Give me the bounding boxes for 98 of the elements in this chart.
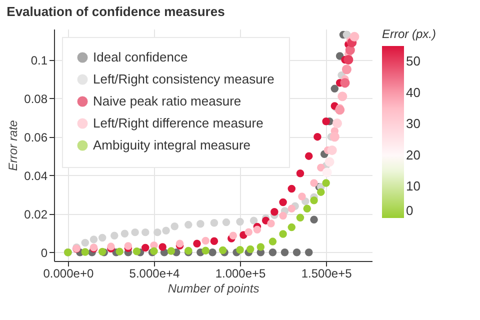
point (317, 164, 325, 172)
point (296, 170, 304, 178)
point (110, 232, 118, 240)
color-bar-label: 50 (406, 54, 420, 69)
y-axis-title: Error rate (6, 120, 20, 171)
color-bar-label: 20 (406, 147, 420, 162)
point (210, 237, 218, 246)
point (210, 219, 218, 227)
y-tick-label: 0.02 (24, 207, 48, 222)
y-tick-label: 0.1 (30, 53, 48, 68)
x-axis-title: Number of points (168, 282, 260, 296)
point (236, 218, 244, 226)
point (288, 223, 296, 232)
x-tick-label: 1.500e+5 (301, 266, 352, 280)
point (350, 32, 360, 42)
point (314, 132, 322, 141)
legend-label: Naive peak ratio measure (93, 94, 242, 108)
point (202, 246, 210, 254)
point (98, 234, 106, 242)
point (304, 152, 313, 160)
point (250, 216, 258, 224)
point (246, 245, 254, 254)
point (322, 118, 330, 126)
point (292, 248, 301, 256)
color-bar-label: 0 (406, 203, 414, 218)
point (336, 52, 344, 60)
point (327, 146, 337, 156)
point (296, 214, 304, 222)
point (298, 192, 306, 200)
color-bar-label: 40 (406, 84, 420, 100)
point (310, 196, 318, 204)
point (193, 240, 201, 248)
point (279, 230, 287, 238)
point (268, 248, 277, 256)
point (90, 236, 98, 244)
point (196, 220, 204, 228)
point (256, 243, 265, 251)
point (340, 78, 350, 88)
point (267, 220, 275, 228)
y-tick-label: 0.08 (24, 92, 48, 106)
point (142, 228, 150, 236)
point (131, 228, 139, 236)
point (338, 92, 348, 102)
point (208, 248, 216, 256)
point (142, 244, 150, 252)
point (310, 179, 318, 187)
legend-label: Left/Right difference measure (93, 116, 264, 130)
point (342, 64, 352, 74)
point (279, 212, 287, 220)
y-tick-label: 0.06 (24, 130, 48, 144)
point (317, 188, 325, 196)
point (270, 208, 278, 216)
point (345, 45, 355, 55)
chart-title: Evaluation of confidence measures (6, 4, 225, 19)
point (324, 157, 334, 167)
point (335, 105, 345, 115)
point (322, 168, 332, 178)
point (154, 228, 162, 236)
point (81, 248, 90, 256)
point (222, 218, 230, 226)
point (162, 226, 170, 234)
legend-label: Left/Right consistency measure (93, 72, 274, 86)
point (330, 132, 340, 142)
point (132, 248, 141, 256)
y-tick-label: 0 (40, 246, 48, 260)
point (330, 84, 339, 93)
point (120, 230, 129, 238)
point (170, 222, 178, 230)
point (116, 248, 124, 256)
point (304, 248, 313, 256)
point (81, 238, 90, 247)
color-bar-label: 10 (406, 178, 420, 194)
point (244, 228, 252, 236)
point (202, 236, 210, 245)
point (279, 198, 287, 206)
point (310, 216, 318, 224)
point (236, 246, 244, 254)
x-tick-label: 1.000e+5 (215, 266, 266, 280)
y-tick-label: 0.04 (24, 168, 48, 183)
legend-label: Ambiguity integral measure (93, 138, 251, 152)
point (303, 204, 311, 212)
point (167, 247, 176, 255)
x-tick-label: 5.000e+4 (129, 266, 180, 280)
color-bar-title: Error (px.) (382, 27, 436, 41)
point (322, 179, 330, 187)
point (332, 118, 342, 128)
point (184, 220, 192, 229)
legend-label: Ideal confidence (93, 50, 188, 64)
x-tick-label: 0.000e+0 (43, 266, 94, 280)
point (288, 184, 296, 193)
point (288, 204, 296, 212)
point (253, 226, 262, 234)
point (158, 243, 166, 251)
color-bar-label: 30 (406, 116, 420, 132)
point (229, 232, 238, 240)
point (344, 55, 354, 65)
point (268, 238, 277, 246)
point (280, 248, 289, 256)
